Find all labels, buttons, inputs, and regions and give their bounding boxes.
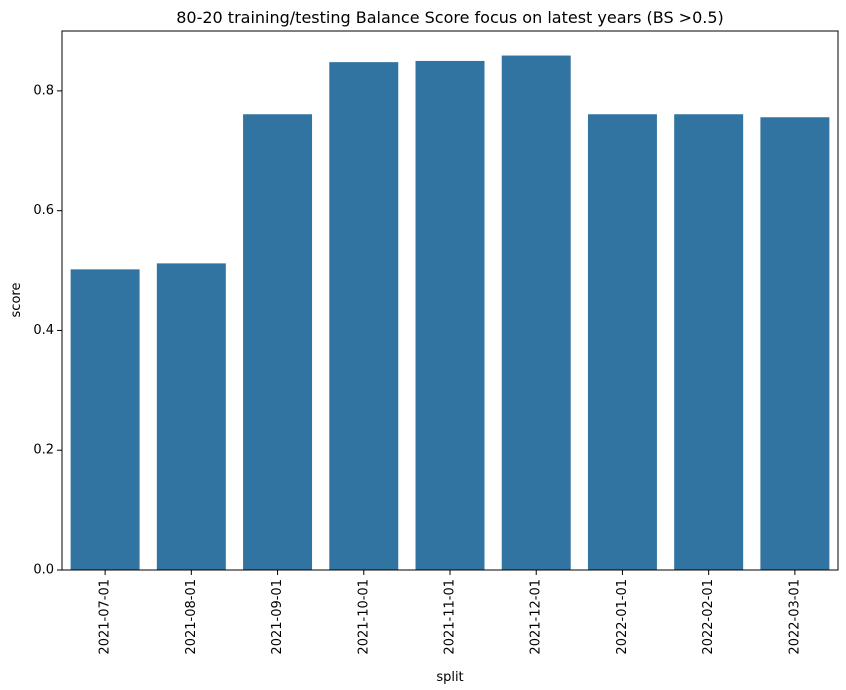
bar-2021-09-01 [243, 114, 313, 571]
x-axis-label: split [436, 670, 463, 685]
x-tick-label: 2021-10-01 [356, 579, 371, 655]
y-tick-label: 0.2 [33, 443, 54, 458]
bar-2021-10-01 [329, 62, 399, 571]
bar-2021-08-01 [156, 263, 226, 570]
bars-group [70, 55, 830, 571]
y-tick-label: 0.8 [33, 83, 54, 98]
y-tick-label: 0.6 [33, 203, 54, 218]
bar-2022-03-01 [760, 117, 830, 571]
y-axis: 0.0 0.2 0.4 0.6 0.8 [33, 83, 62, 578]
bar-2022-02-01 [674, 114, 744, 571]
x-tick-label: 2021-11-01 [443, 579, 458, 655]
bar-2021-12-01 [501, 55, 571, 570]
x-tick-label: 2022-03-01 [787, 579, 802, 655]
x-tick-label: 2021-12-01 [529, 579, 544, 655]
chart-title: 80-20 training/testing Balance Score foc… [176, 8, 724, 27]
x-tick-label: 2022-02-01 [701, 579, 716, 655]
y-tick-label: 0.0 [33, 563, 54, 578]
x-tick-label: 2021-08-01 [184, 579, 199, 655]
y-tick-label: 0.4 [33, 323, 54, 338]
y-axis-label: score [9, 283, 24, 318]
x-tick-label: 2021-09-01 [270, 579, 285, 655]
bar-2021-11-01 [415, 60, 485, 570]
x-tick-label: 2021-07-01 [98, 579, 113, 655]
x-axis: 2021-07-01 2021-08-01 2021-09-01 2021-10-01… [98, 570, 802, 655]
x-tick-label: 2022-01-01 [615, 579, 630, 655]
bar-2021-07-01 [70, 269, 140, 570]
bar-2022-01-01 [587, 114, 657, 571]
